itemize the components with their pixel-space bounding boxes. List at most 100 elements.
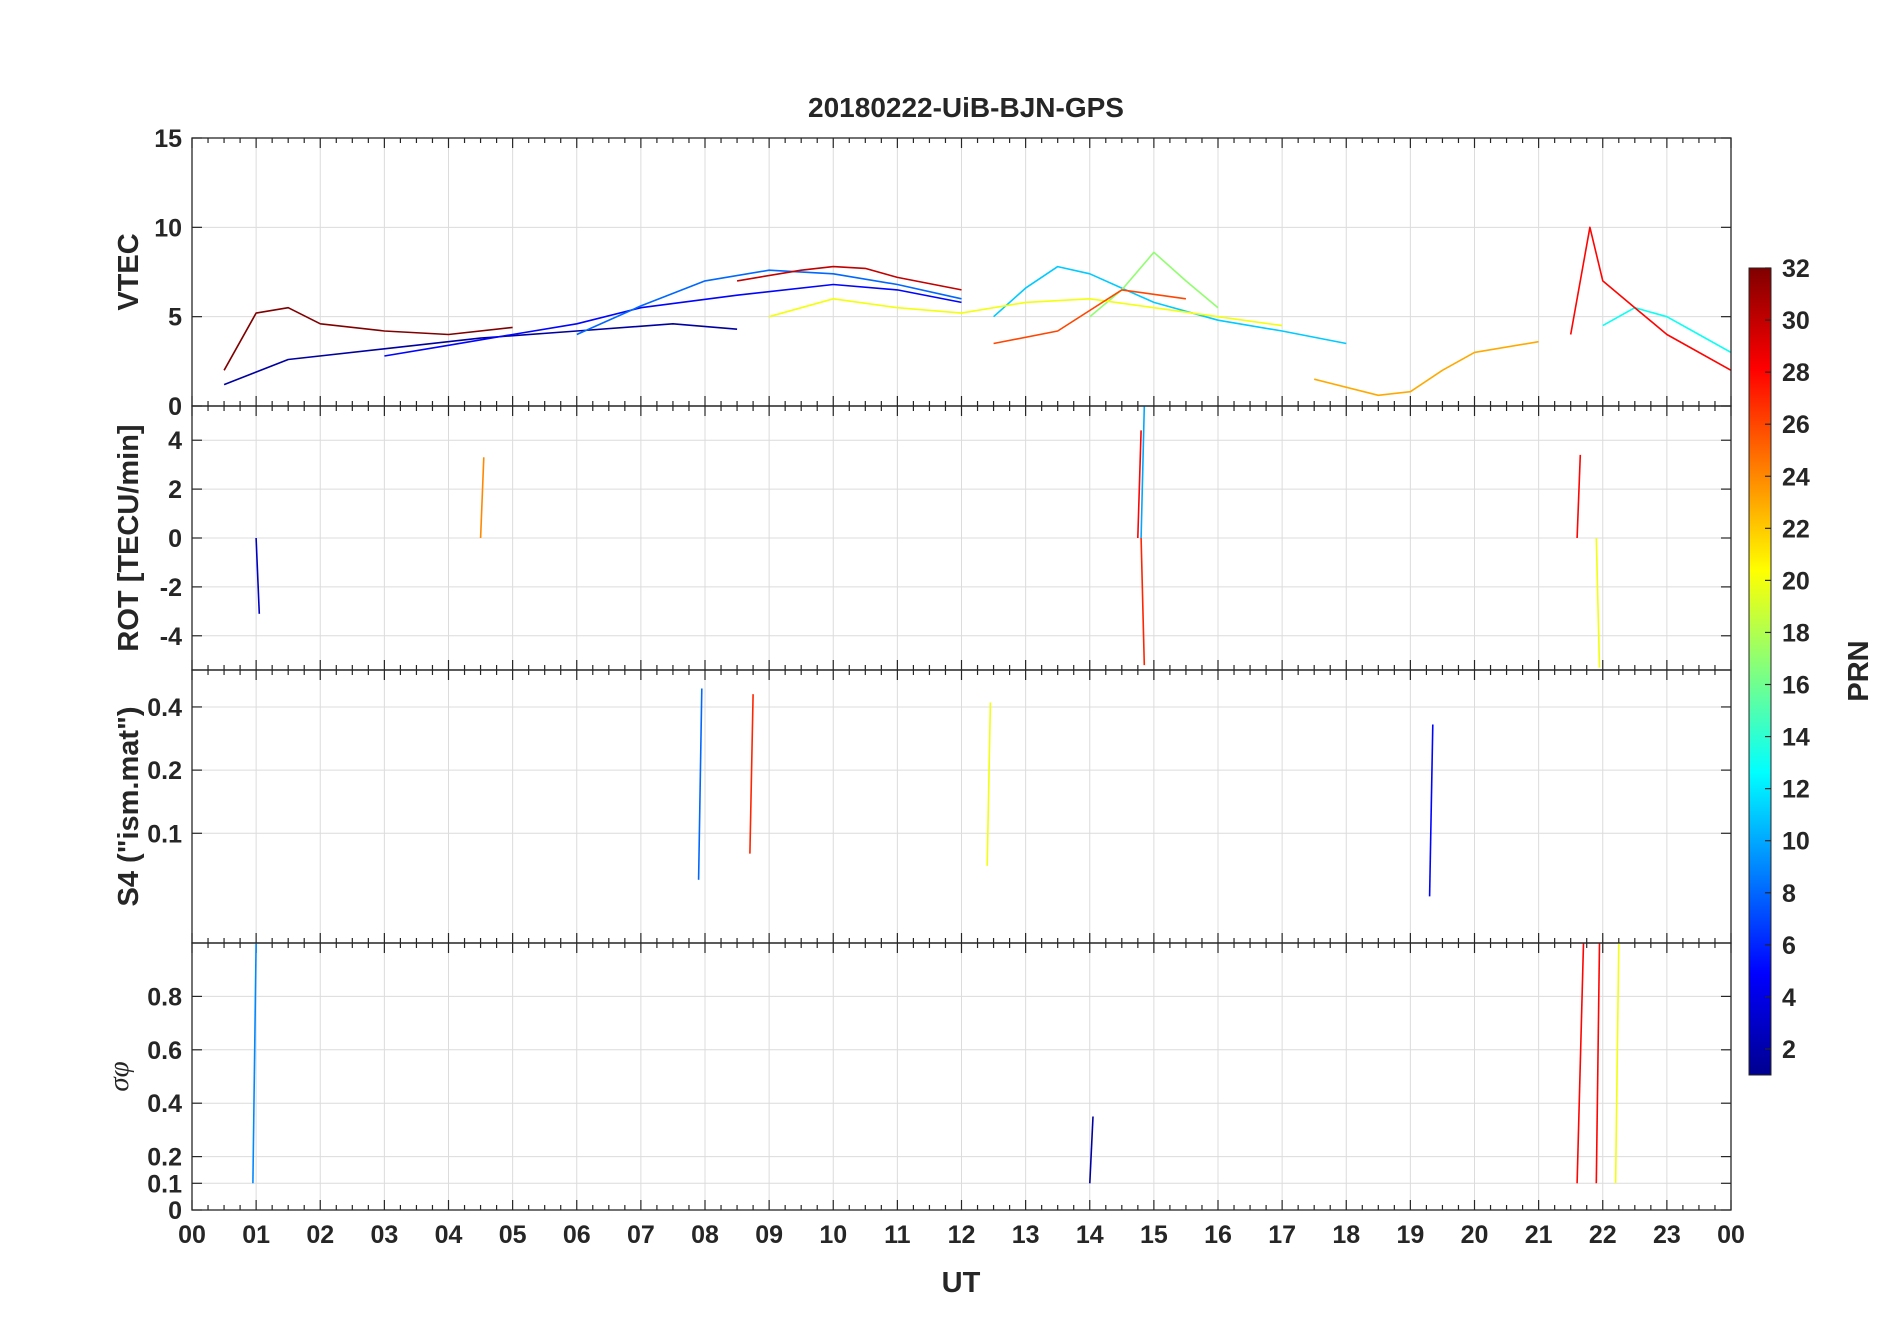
panel-vtec: 0 5 10 15 VTEC	[113, 125, 1732, 421]
y-axis-label: σφ	[103, 1061, 135, 1091]
x-tick-label: 03	[370, 1221, 398, 1249]
series-group	[252, 943, 1620, 1184]
y-axis-label: ROT [TECU/min]	[113, 424, 145, 651]
colorbar-tick-label: 24	[1782, 463, 1810, 491]
series-line-prn-27	[749, 694, 754, 854]
series-line-prn-26	[993, 289, 1187, 345]
x-tick-label: 11	[884, 1221, 911, 1249]
series-group	[255, 406, 1601, 668]
colorbar-tick-label: 2	[1782, 1036, 1796, 1064]
series-line-prn-23	[1314, 340, 1539, 397]
series-line-prn-2	[223, 322, 738, 386]
y-tick-label: 2	[168, 476, 182, 504]
series-line-prn-20	[1595, 537, 1601, 668]
series-line-prn-5	[384, 283, 962, 357]
x-tick-label: 09	[755, 1221, 783, 1249]
series-line-prn-28	[1595, 943, 1601, 1184]
x-tick-label: 23	[1653, 1221, 1681, 1249]
y-tick-label: 0.2	[147, 1144, 182, 1172]
series-line-prn-10	[1140, 406, 1146, 539]
series-group	[223, 226, 1731, 397]
series-line-prn-24	[479, 457, 485, 539]
y-tick-label: 10	[154, 214, 182, 242]
x-tick-label: 15	[1140, 1221, 1168, 1249]
series-line-prn-32	[223, 306, 513, 371]
series-line-prn-28	[1569, 226, 1731, 371]
y-axis-label: S4 ("ism.mat")	[113, 707, 145, 907]
panel-sigma_phi: 00.10.2 0.4 0.6 0.8 σφ	[103, 942, 1732, 1225]
y-tick-label: 0	[168, 393, 182, 421]
chart-title: 20180222-UiB-BJN-GPS	[808, 92, 1124, 123]
series-line-prn-17	[1089, 251, 1219, 318]
series-line-prn-8	[576, 269, 962, 336]
x-tick-labels: 00 01 02 03 04 05 06 07 08 09 10 11 12 13 14 15 16 17 18 19…	[178, 1221, 1745, 1249]
x-tick-label: 18	[1332, 1221, 1360, 1249]
x-tick-label: 02	[306, 1221, 334, 1249]
x-tick-label: 04	[435, 1221, 463, 1249]
axes-frame	[191, 942, 1732, 1211]
y-tick-label: 0.4	[147, 694, 182, 722]
y-tick-label: 0.4	[147, 1090, 182, 1118]
y-tick-label: 0.8	[147, 983, 182, 1011]
x-tick-label: 05	[499, 1221, 527, 1249]
x-tick-label: 00	[178, 1221, 206, 1249]
colorbar-tick-label: 26	[1782, 411, 1810, 439]
colorbar-tick-label: 28	[1782, 359, 1810, 387]
colorbar-label: PRN	[1843, 640, 1875, 701]
series-line-prn-20	[1614, 943, 1620, 1184]
series-line-prn-28	[1576, 454, 1582, 539]
x-tick-label: 06	[563, 1221, 591, 1249]
x-tick-label: 19	[1396, 1221, 1424, 1249]
series-line-prn-28	[1137, 430, 1142, 539]
x-tick-label: 16	[1204, 1221, 1232, 1249]
series-line-prn-20	[986, 702, 992, 866]
y-tick-label: -4	[160, 623, 182, 651]
colorbar-tick-label: 6	[1782, 932, 1796, 960]
y-tick-label: 0.2	[147, 757, 182, 785]
colorbar-tick-label: 18	[1782, 619, 1810, 647]
series-line-prn-5	[1428, 724, 1434, 897]
x-tick-label: 10	[819, 1221, 847, 1249]
series-line-prn-28	[1576, 943, 1585, 1184]
x-tick-label: 17	[1268, 1221, 1296, 1249]
y-tick-label: -2	[160, 574, 182, 602]
x-tick-label: 14	[1076, 1221, 1104, 1249]
colorbar-tick-label: 4	[1782, 984, 1796, 1012]
colorbar-tick-label: 32	[1782, 255, 1810, 283]
colorbar-tick-label: 16	[1782, 672, 1810, 700]
x-tick-label: 08	[691, 1221, 719, 1249]
x-tick-label: 12	[948, 1221, 976, 1249]
series-line-prn-20	[768, 297, 1283, 327]
y-tick-label: 0	[168, 1197, 182, 1225]
panel-s4: 0.1 0.2 0.4S4 ("ism.mat")	[113, 669, 1732, 944]
x-tick-label: 22	[1589, 1221, 1617, 1249]
y-tick-label: 15	[154, 125, 182, 153]
series-line-prn-3	[255, 537, 261, 614]
y-axis-label: VTEC	[113, 233, 145, 310]
colorbar-tick-label: 12	[1782, 776, 1810, 804]
panel-rot: -4 -2 0 2 4 ROT [TECU/min]	[113, 405, 1732, 671]
colorbar-tick-label: 10	[1782, 828, 1810, 856]
x-axis-label: UT	[942, 1267, 981, 1299]
x-tick-label: 20	[1461, 1221, 1489, 1249]
series-line-prn-9	[252, 943, 257, 1184]
y-tick-label: 0.1	[147, 820, 182, 848]
colorbar-bar	[1748, 267, 1772, 1076]
y-tick-label: 0.6	[147, 1037, 182, 1065]
x-tick-label: 01	[242, 1221, 270, 1249]
y-tick-label: 0.1	[147, 1170, 182, 1198]
colorbar-tick-label: 30	[1782, 307, 1810, 335]
series-line-prn-8	[697, 688, 703, 880]
series-group	[697, 688, 1434, 897]
colorbar-tick-label: 14	[1782, 724, 1810, 752]
colorbar-tick-label: 20	[1782, 567, 1810, 595]
x-tick-label: 21	[1525, 1221, 1553, 1249]
x-tick-label: 00	[1717, 1221, 1745, 1249]
series-line-prn-2	[1089, 1116, 1094, 1184]
y-tick-label: 0	[168, 525, 182, 553]
colorbar-tick-label: 22	[1782, 515, 1810, 543]
